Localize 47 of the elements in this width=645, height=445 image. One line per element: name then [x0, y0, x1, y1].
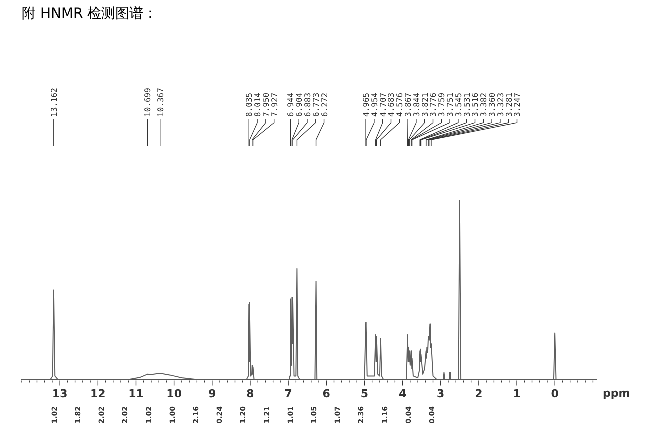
- text: 3.751: [446, 92, 456, 117]
- x-tick-label: 4: [398, 387, 407, 400]
- text: 8.014: [254, 92, 263, 117]
- text: 3.545: [454, 92, 464, 117]
- text: 4.965: [362, 92, 372, 117]
- text: 4.707: [378, 92, 388, 117]
- text: 4.683: [387, 92, 396, 117]
- x-tick-label: 10: [166, 387, 182, 400]
- text: 6.272: [320, 92, 330, 117]
- x-tick-label: 6: [322, 387, 331, 400]
- x-tick-label: 7: [284, 387, 292, 400]
- x-tick-label: 3: [437, 387, 445, 400]
- text: 3.776: [429, 92, 438, 117]
- text: 6.883: [303, 92, 312, 117]
- text: 3.281: [504, 92, 514, 117]
- text: 7.927: [270, 92, 280, 117]
- x-tick-label: 11: [128, 387, 144, 400]
- text: 3.360: [488, 92, 498, 117]
- x-tick-label: 12: [90, 387, 106, 400]
- text: 13.162: [50, 88, 59, 117]
- text: 10.367: [156, 88, 166, 117]
- text: 6.904: [295, 92, 304, 117]
- x-tick-label: 1: [513, 387, 521, 400]
- x-tick-label: 8: [246, 387, 254, 400]
- text: 3.323: [496, 92, 506, 117]
- text: 10.699: [144, 88, 153, 117]
- chart-title: 附 HNMR 检测图谱：: [22, 6, 158, 22]
- x-tick-label: 9: [208, 387, 216, 400]
- text: 3.844: [412, 92, 422, 117]
- text: 3.867: [404, 92, 414, 117]
- x-tick-label: 0: [551, 387, 560, 400]
- text: 3.821: [420, 92, 430, 117]
- x-tick-label: 2: [475, 387, 483, 400]
- text: 3.516: [471, 92, 480, 117]
- text: 6.944: [286, 92, 296, 117]
- text: 4.576: [396, 92, 405, 117]
- text: 3.759: [438, 92, 447, 117]
- text: 6.773: [312, 92, 321, 117]
- x-axis-title: ppm: [603, 387, 630, 400]
- x-tick-label: 5: [360, 387, 369, 400]
- x-tick-label: 13: [52, 387, 68, 400]
- text: 3.247: [513, 92, 522, 117]
- text: 3.531: [462, 92, 472, 117]
- text: 4.954: [370, 92, 380, 117]
- text: 3.382: [480, 92, 489, 117]
- text: 8.035: [245, 92, 254, 117]
- text: 7.950: [262, 92, 271, 117]
